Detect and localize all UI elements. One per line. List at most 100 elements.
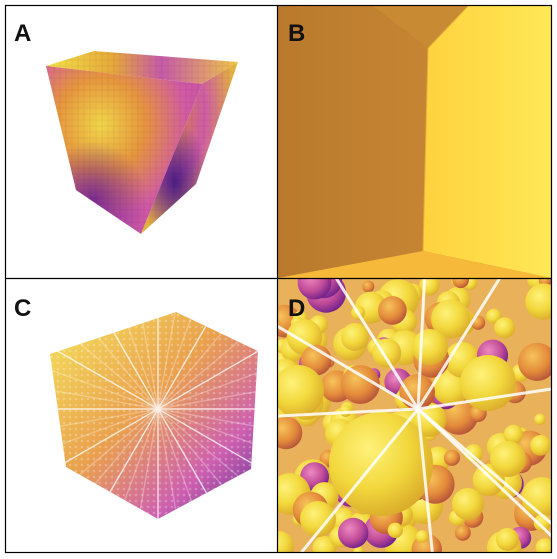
lattice-sphere (50, 427, 54, 431)
lattice-sphere (87, 308, 90, 311)
lattice-sphere (110, 403, 114, 407)
lattice-sphere (62, 499, 66, 503)
lattice-sphere (56, 409, 60, 413)
lattice-sphere (206, 391, 210, 395)
lattice-sphere (50, 475, 54, 479)
lattice-sphere (206, 481, 210, 485)
lattice-sphere (230, 499, 234, 503)
lattice-sphere (110, 499, 114, 503)
lattice-sphere (200, 505, 204, 509)
lattice-sphere (170, 499, 174, 503)
lattice-sphere (45, 482, 48, 485)
lattice-sphere (68, 355, 72, 359)
lattice-sphere (182, 331, 186, 335)
sphere (378, 296, 407, 325)
lattice-sphere (218, 367, 222, 371)
lattice-sphere (45, 446, 48, 449)
lattice-sphere (152, 379, 156, 383)
lattice-sphere (45, 368, 48, 371)
lattice-sphere (206, 361, 210, 365)
lattice-sphere (74, 463, 78, 467)
lattice-sphere (68, 487, 72, 491)
lattice-sphere (68, 439, 72, 443)
lattice-sphere (254, 439, 258, 443)
lattice-sphere (134, 337, 138, 341)
lattice-sphere (146, 481, 150, 485)
lattice-sphere (242, 481, 246, 485)
lattice-sphere (206, 469, 210, 473)
lattice-sphere (158, 361, 162, 365)
lattice-sphere (236, 379, 240, 383)
lattice-sphere (45, 452, 48, 455)
lattice-sphere (56, 421, 60, 425)
lattice-sphere (92, 427, 96, 431)
lattice-sphere (200, 493, 204, 497)
lattice-sphere (242, 511, 246, 515)
lattice-sphere (182, 337, 186, 341)
lattice-sphere (92, 403, 96, 407)
lattice-sphere (236, 511, 240, 515)
lattice-sphere (213, 308, 216, 311)
lattice-sphere (182, 505, 186, 509)
lattice-sphere (224, 493, 228, 497)
lattice-sphere (80, 469, 84, 473)
lattice-sphere (248, 367, 252, 371)
lattice-sphere (128, 385, 132, 389)
lattice-sphere (122, 475, 126, 479)
lattice-sphere (194, 439, 198, 443)
lattice-sphere (45, 410, 48, 413)
lattice-sphere (164, 421, 168, 425)
lattice-sphere (176, 325, 180, 329)
lattice-sphere (218, 451, 222, 455)
lattice-sphere (146, 313, 150, 317)
lattice-sphere (230, 313, 234, 317)
lattice-sphere (45, 350, 48, 353)
lattice-sphere (188, 319, 192, 323)
sphere-large (412, 329, 448, 365)
lattice-sphere (110, 415, 114, 419)
lattice-sphere (56, 505, 60, 509)
lattice-sphere (146, 463, 150, 467)
lattice-sphere (104, 445, 108, 449)
sphere-large (452, 488, 484, 520)
lattice-sphere (62, 487, 66, 491)
lattice-sphere (224, 487, 228, 491)
lattice-sphere (224, 445, 228, 449)
lattice-sphere (62, 367, 66, 371)
lattice-sphere (134, 499, 138, 503)
lattice-sphere (50, 511, 54, 515)
lattice-sphere (68, 469, 72, 473)
lattice-sphere (116, 367, 120, 371)
sphere-large (341, 323, 369, 351)
lattice-sphere (236, 385, 240, 389)
cube-sphere-lattice (45, 308, 258, 519)
lattice-sphere (45, 404, 48, 407)
lattice-sphere (74, 457, 78, 461)
lattice-sphere (206, 367, 210, 371)
lattice-sphere (134, 421, 138, 425)
lattice-sphere (200, 457, 204, 461)
lattice-sphere (68, 313, 72, 317)
lattice-sphere (117, 308, 120, 311)
lattice-sphere (248, 457, 252, 461)
lattice-sphere (74, 391, 78, 395)
lattice-sphere (116, 349, 120, 353)
lattice-sphere (74, 361, 78, 365)
lattice-sphere (98, 361, 102, 365)
lattice-sphere (122, 421, 126, 425)
panel-d-label: D (288, 295, 306, 322)
lattice-sphere (254, 349, 258, 353)
sphere (415, 530, 429, 543)
lattice-sphere (171, 308, 174, 311)
lattice-sphere (254, 463, 258, 467)
lattice-sphere (218, 361, 222, 365)
lattice-sphere (122, 445, 126, 449)
lattice-sphere (128, 355, 132, 359)
lattice-sphere (254, 415, 258, 419)
lattice-sphere (80, 355, 84, 359)
lattice-sphere (146, 427, 150, 431)
lattice-sphere (62, 337, 66, 341)
lattice-sphere (236, 427, 240, 431)
lattice-sphere (224, 469, 228, 473)
lattice-sphere (207, 308, 210, 311)
